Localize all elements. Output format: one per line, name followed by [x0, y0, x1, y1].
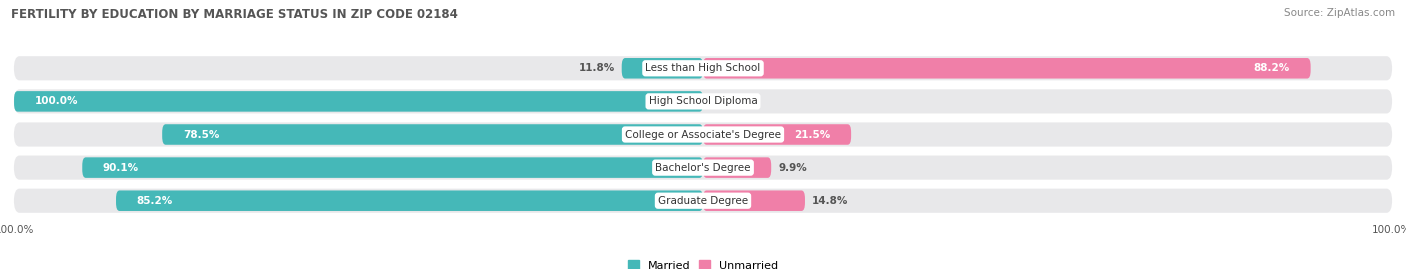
FancyBboxPatch shape	[14, 56, 1392, 80]
Text: 78.5%: 78.5%	[183, 129, 219, 140]
FancyBboxPatch shape	[14, 189, 1392, 213]
FancyBboxPatch shape	[703, 124, 851, 145]
Text: 14.8%: 14.8%	[811, 196, 848, 206]
Text: 9.9%: 9.9%	[778, 162, 807, 173]
Text: Graduate Degree: Graduate Degree	[658, 196, 748, 206]
Text: 21.5%: 21.5%	[794, 129, 831, 140]
Text: 85.2%: 85.2%	[136, 196, 173, 206]
Text: College or Associate's Degree: College or Associate's Degree	[626, 129, 780, 140]
Text: 90.1%: 90.1%	[103, 162, 139, 173]
FancyBboxPatch shape	[14, 91, 703, 112]
Text: Less than High School: Less than High School	[645, 63, 761, 73]
Legend: Married, Unmarried: Married, Unmarried	[623, 256, 783, 269]
FancyBboxPatch shape	[83, 157, 703, 178]
FancyBboxPatch shape	[14, 89, 1392, 114]
FancyBboxPatch shape	[703, 190, 806, 211]
Text: Source: ZipAtlas.com: Source: ZipAtlas.com	[1284, 8, 1395, 18]
FancyBboxPatch shape	[703, 157, 772, 178]
Text: 11.8%: 11.8%	[578, 63, 614, 73]
FancyBboxPatch shape	[162, 124, 703, 145]
FancyBboxPatch shape	[14, 155, 1392, 180]
FancyBboxPatch shape	[14, 122, 1392, 147]
FancyBboxPatch shape	[621, 58, 703, 79]
FancyBboxPatch shape	[703, 58, 1310, 79]
Text: 100.0%: 100.0%	[35, 96, 79, 107]
FancyBboxPatch shape	[117, 190, 703, 211]
Text: High School Diploma: High School Diploma	[648, 96, 758, 107]
Text: 88.2%: 88.2%	[1254, 63, 1289, 73]
Text: FERTILITY BY EDUCATION BY MARRIAGE STATUS IN ZIP CODE 02184: FERTILITY BY EDUCATION BY MARRIAGE STATU…	[11, 8, 458, 21]
Text: Bachelor's Degree: Bachelor's Degree	[655, 162, 751, 173]
